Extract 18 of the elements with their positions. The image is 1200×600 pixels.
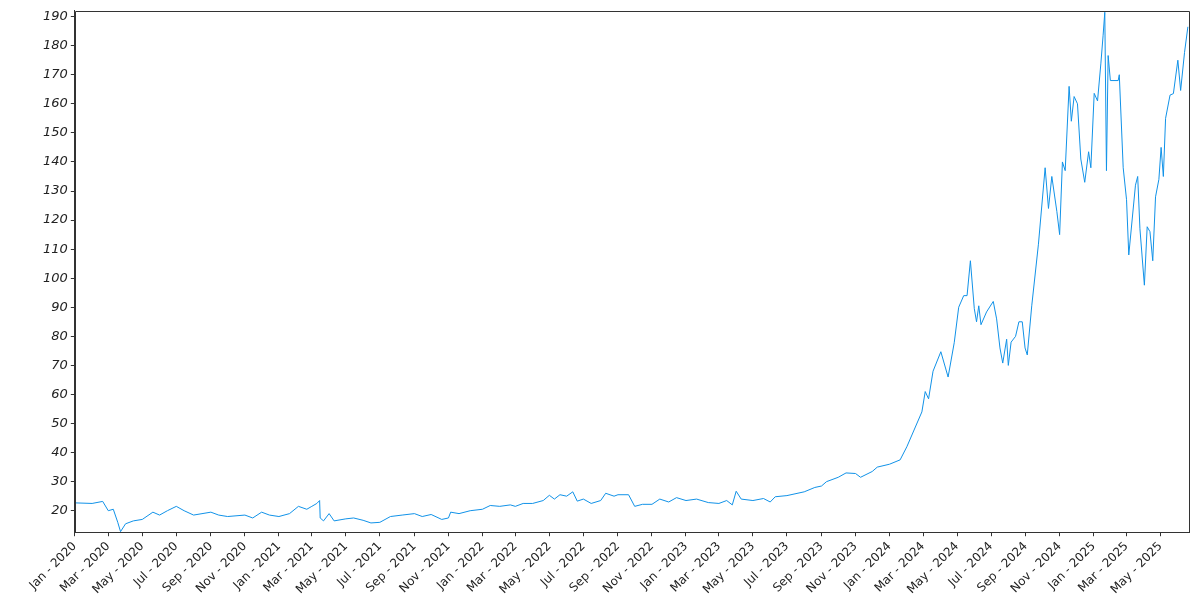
y-tick-label: 170 xyxy=(42,66,68,82)
y-tick-label: 20 xyxy=(51,502,68,518)
y-tick-label: 40 xyxy=(51,443,68,459)
y-tick-label: 180 xyxy=(42,37,68,53)
y-tick-label: 60 xyxy=(51,385,68,401)
y-tick-label: 70 xyxy=(51,356,68,372)
y-tick-label: 110 xyxy=(42,240,68,256)
y-tick-label: 90 xyxy=(51,298,68,314)
y-tick-label: 100 xyxy=(42,269,68,285)
y-tick-label: 30 xyxy=(51,473,68,489)
y-tick-label: 130 xyxy=(42,182,68,198)
y-tick-label: 190 xyxy=(42,7,68,23)
y-tick-label: 140 xyxy=(42,153,68,169)
y-tick-label: 160 xyxy=(42,95,68,111)
y-tick-label: 150 xyxy=(42,124,68,140)
y-tick-label: 120 xyxy=(42,211,68,227)
y-tick-label: 50 xyxy=(51,414,68,430)
y-tick-label: 80 xyxy=(51,327,68,343)
